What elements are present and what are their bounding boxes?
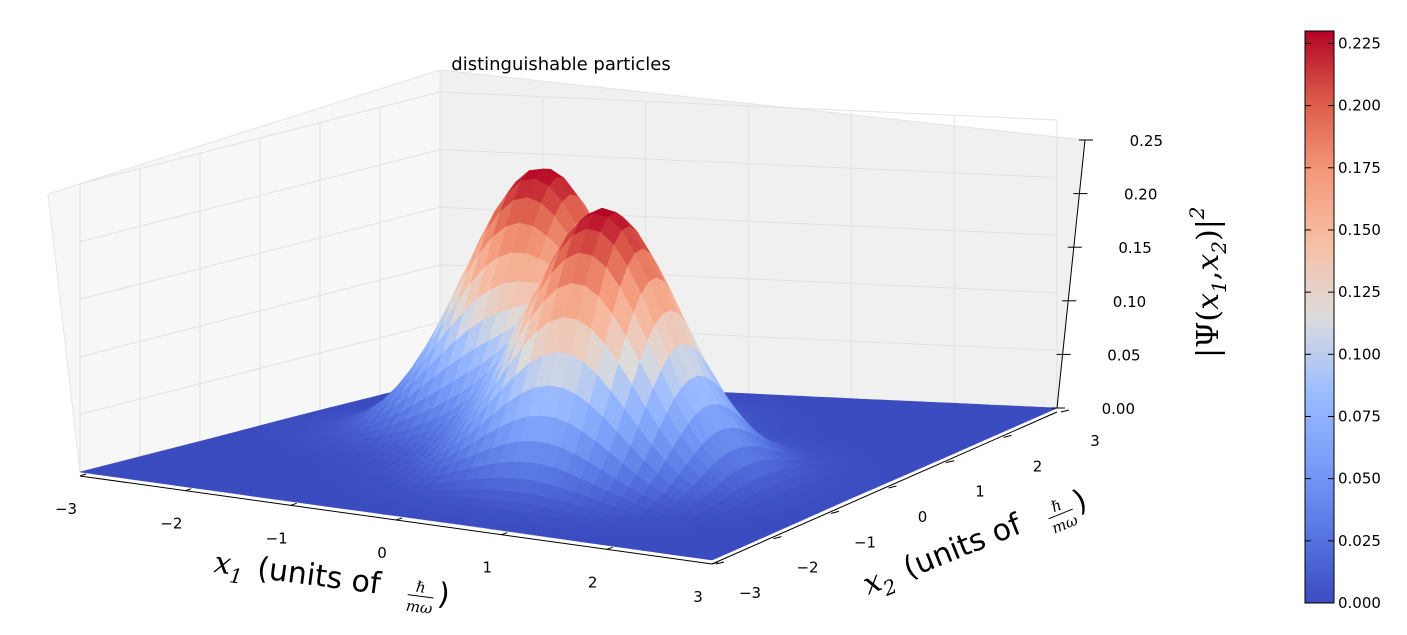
- x-tick-mark: [395, 517, 403, 521]
- z-axis-label: |Ψ(x1,x2)|2: [1185, 206, 1231, 358]
- y-tick-label: −3: [739, 584, 761, 602]
- x-tick-mark: [290, 502, 297, 506]
- colorbar-tick-label: 0.225: [1338, 34, 1381, 52]
- x-tick-label: 3: [693, 588, 703, 606]
- x-ticks: −3 −2 −1 0 1 2 3: [55, 473, 719, 606]
- y-tick-mark: [888, 485, 897, 489]
- y-axis-line: [711, 411, 1058, 565]
- x-tick-label: −2: [160, 515, 182, 533]
- y-tick-mark: [773, 536, 782, 540]
- z-tick-label: 0.15: [1118, 239, 1151, 257]
- grid-line: [79, 264, 441, 358]
- x-label-frac-num: ℏ: [415, 578, 427, 597]
- z-label-suffix: )|: [1191, 219, 1226, 241]
- colorbar-tick-label: 0.000: [1338, 594, 1381, 612]
- colorbar-tick-label: 0.025: [1338, 532, 1381, 550]
- grid-line: [79, 91, 441, 185]
- svg-text:x2(units of: x2(units of: [858, 507, 1030, 607]
- x-tick-mark: [501, 532, 508, 536]
- z-tick-label: 0.05: [1107, 346, 1140, 364]
- grid-line: [79, 149, 441, 243]
- z-tick-label: 0.00: [1102, 400, 1135, 418]
- z-label-prefix: |Ψ(: [1191, 310, 1226, 358]
- colorbar-tick-label: 0.075: [1338, 407, 1381, 425]
- z-label-x1: x: [1191, 293, 1226, 310]
- z-label-comma: ,: [1191, 271, 1226, 281]
- y-tick-label: −1: [854, 533, 876, 551]
- x-tick-label: 2: [588, 573, 598, 591]
- chart-title: distinguishable particles: [451, 54, 670, 75]
- grid-line: [79, 321, 441, 415]
- x-tick-label: 1: [483, 559, 493, 577]
- x-tick-mark: [606, 546, 613, 550]
- x-tick-label: −1: [266, 529, 288, 547]
- y-tick-mark: [830, 510, 840, 514]
- z-label-sub2: 2: [1207, 241, 1231, 255]
- svg-text:|Ψ(x1,x2)|2: |Ψ(x1,x2)|2: [1185, 206, 1231, 358]
- y-tick-label: 0: [918, 508, 928, 526]
- x-tick-mark: [79, 473, 87, 477]
- surface: [79, 168, 1058, 561]
- x-label-symbol: x: [212, 545, 233, 582]
- y-tick-mark: [715, 561, 725, 565]
- grid-line: [79, 206, 441, 300]
- y-tick-label: 3: [1090, 432, 1100, 450]
- colorbar-tick-label: 0.150: [1338, 221, 1381, 239]
- x-label-close: ): [436, 577, 452, 613]
- grid-line: [439, 91, 1058, 121]
- colorbar-tick-label: 0.200: [1338, 97, 1381, 115]
- z-label-power: 2: [1185, 206, 1209, 220]
- x-tick-label: −3: [55, 500, 77, 518]
- y-tick-mark: [1060, 409, 1070, 413]
- colorbar-tick-label: 0.175: [1338, 159, 1381, 177]
- z-tick-label: 0.10: [1113, 293, 1146, 311]
- y-tick-mark: [1003, 434, 1012, 438]
- y-tick-label: 2: [1033, 457, 1043, 475]
- colorbar-tick-label: 0.125: [1338, 283, 1381, 301]
- x-label-text: (units of: [255, 551, 384, 602]
- x-tick-label: 0: [377, 544, 387, 562]
- colorbar: 0.000 0.025 0.050 0.075 0.100 0.125 0.150 0.175…: [1304, 30, 1381, 612]
- z-axis-line: [1056, 139, 1086, 409]
- z-label-x2: x: [1191, 254, 1226, 271]
- x-tick-mark: [185, 488, 192, 492]
- x-axis-label: x1 (units of ℏ mω ): [211, 545, 452, 618]
- x-label-subscript: 1: [228, 563, 244, 588]
- z-tick-label: 0.25: [1130, 132, 1163, 150]
- grid-line: [439, 149, 1058, 179]
- z-tick-label: 0.20: [1124, 186, 1157, 204]
- colorbar-tick-label: 0.050: [1338, 470, 1381, 488]
- y-ticks: −3 −2 −1 0 1 2 3: [715, 409, 1100, 602]
- y-tick-label: 1: [975, 483, 985, 501]
- x-label-frac-den: mω: [405, 597, 434, 618]
- y-tick-mark: [945, 460, 955, 464]
- svg-text:x1(units of: x1 (units of: [211, 545, 384, 607]
- colorbar-tick-label: 0.100: [1338, 345, 1381, 363]
- z-label-sub1: 1: [1207, 280, 1231, 293]
- colorbar-gradient: [1304, 30, 1335, 604]
- z-ticks: 0.00 0.05 0.10 0.15 0.20 0.25: [1051, 132, 1163, 418]
- x-tick-mark: [711, 561, 719, 565]
- colorbar-ticks: 0.000 0.025 0.050 0.075 0.100 0.125 0.150 0.175…: [1305, 34, 1381, 612]
- surface-patch: [697, 554, 721, 561]
- y-tick-label: −2: [796, 559, 818, 577]
